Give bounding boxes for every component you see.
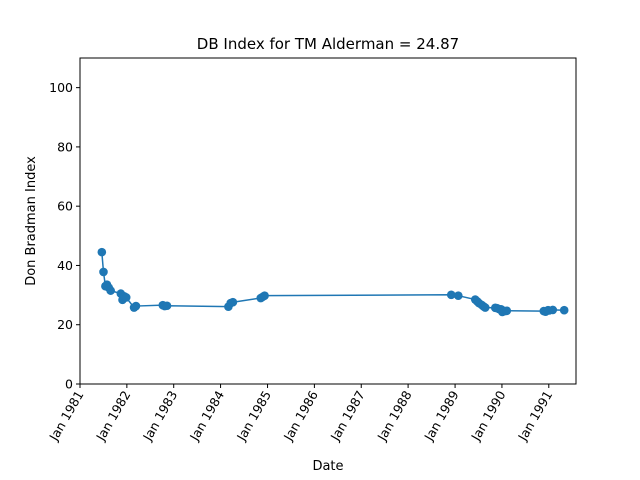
data-point [131, 301, 141, 311]
data-point [97, 247, 107, 257]
x-tick-label: Jan 1991 [514, 388, 555, 444]
x-axis: Jan 1981 Jan 1982 Jan 1983 Jan 1984 Jan 1985… [46, 384, 555, 444]
data-point [453, 291, 463, 300]
plot-frame [79, 57, 577, 385]
plot-area [97, 247, 569, 317]
data-point [502, 306, 512, 316]
y-tick-label: 40 [57, 258, 73, 273]
y-tick-label: 20 [57, 317, 73, 332]
data-point [480, 303, 490, 312]
x-tick-label: Jan 1990 [468, 388, 509, 444]
y-axis-label: Don Bradman Index [24, 156, 39, 286]
data-point [548, 305, 558, 315]
x-tick-label: Jan 1984 [186, 388, 227, 444]
x-tick-label: Jan 1986 [280, 388, 321, 444]
y-axis: 0 20 40 60 80 100 [49, 80, 80, 392]
y-tick-label: 0 [65, 377, 73, 392]
data-point [162, 301, 172, 311]
data-point [228, 297, 238, 307]
y-tick-label: 80 [57, 139, 73, 154]
y-tick-label: 60 [57, 199, 73, 214]
x-tick-label: Jan 1989 [421, 388, 462, 444]
x-tick-label: Jan 1981 [46, 388, 87, 444]
x-tick-label: Jan 1987 [327, 388, 368, 444]
x-tick-label: Jan 1988 [374, 388, 415, 444]
data-point [106, 286, 115, 295]
data-point [99, 267, 108, 277]
x-tick-label: Jan 1983 [139, 388, 180, 444]
chart-title: DB Index for TM Alderman = 24.87 [197, 35, 459, 53]
series-line [101, 252, 565, 313]
x-axis-label: Date [312, 459, 343, 474]
x-tick-label: Jan 1982 [92, 388, 133, 444]
y-tick-label: 100 [49, 80, 73, 95]
data-point [260, 291, 269, 300]
data-point [121, 293, 131, 302]
x-tick-label: Jan 1985 [233, 388, 274, 444]
data-point [559, 305, 569, 315]
data-point [446, 290, 456, 300]
